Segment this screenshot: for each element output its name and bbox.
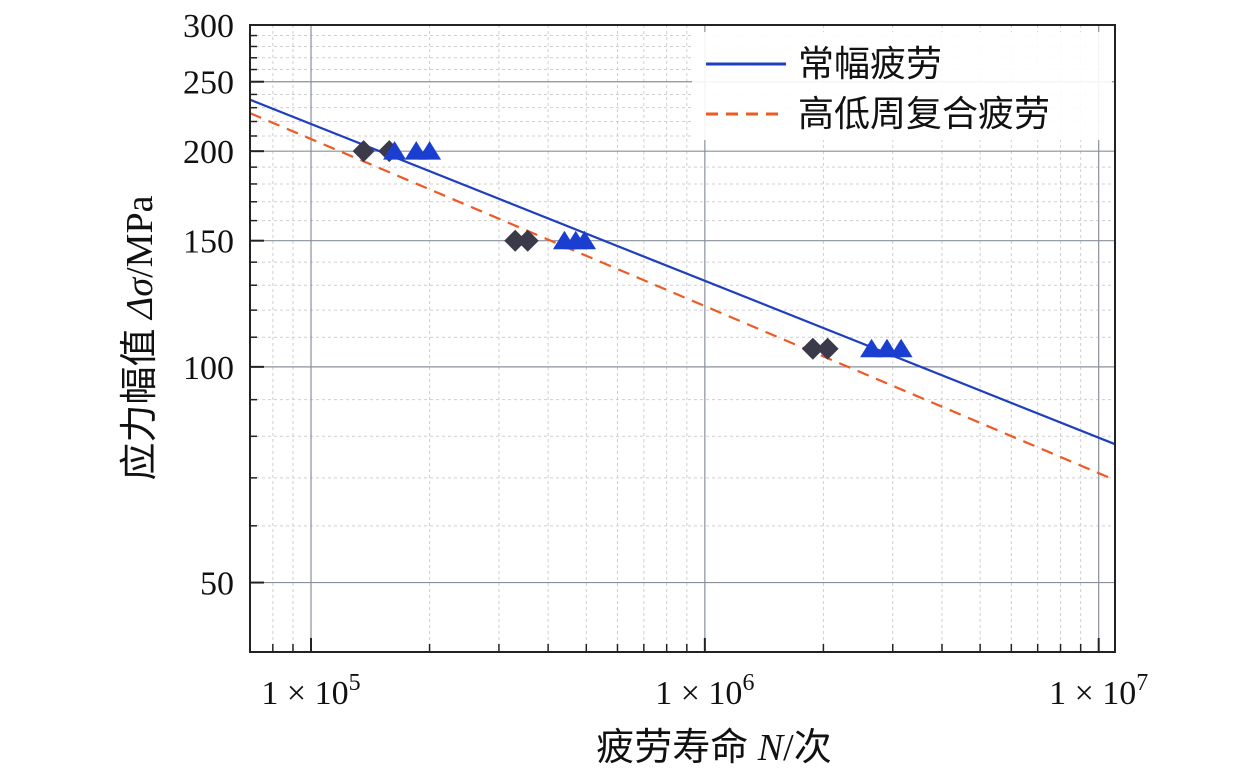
legend-label-combined: 高低周复合疲劳 <box>798 94 1050 134</box>
y-tick-label: 150 <box>183 224 234 261</box>
y-tick-label: 300 <box>183 8 234 45</box>
triangle-marker <box>860 338 884 358</box>
fit-lines <box>249 98 1116 482</box>
x-tick-label: 1 × 106 <box>655 670 754 712</box>
triangle-marker <box>573 230 597 250</box>
x-axis-title: 疲劳寿命 N/次 <box>596 727 831 769</box>
diamond-marker <box>801 337 824 360</box>
y-tick-label: 50 <box>200 566 234 603</box>
legend-box <box>692 32 1112 140</box>
y-tick-labels: 50 100 150 200 250 300 <box>183 8 234 603</box>
y-tick-label: 250 <box>183 65 234 102</box>
legend-label-constant: 常幅疲劳 <box>798 44 942 84</box>
plot-frame <box>249 24 1116 653</box>
triangle-marker <box>383 141 407 160</box>
x-tick-label: 1 × 105 <box>261 670 360 712</box>
diamond-marker <box>352 140 375 163</box>
data-markers <box>352 140 913 360</box>
y-tick-label: 100 <box>183 350 234 387</box>
x-tick-label: 1 × 107 <box>1049 670 1148 712</box>
triangle-marker <box>889 338 913 358</box>
y-axis-title: 应力幅值 Δσ/MPa <box>119 195 161 480</box>
fit-line-combined <box>249 112 1116 482</box>
x-tick-labels: 1 × 105 1 × 106 1 × 107 <box>261 670 1148 712</box>
diamond-marker <box>816 337 839 360</box>
diamond-marker <box>504 229 527 252</box>
axis-ticks <box>249 24 1100 653</box>
legend: 常幅疲劳 高低周复合疲劳 <box>692 32 1112 140</box>
triangle-marker <box>418 141 442 160</box>
diamond-marker <box>516 229 539 252</box>
y-tick-label: 200 <box>183 134 234 171</box>
